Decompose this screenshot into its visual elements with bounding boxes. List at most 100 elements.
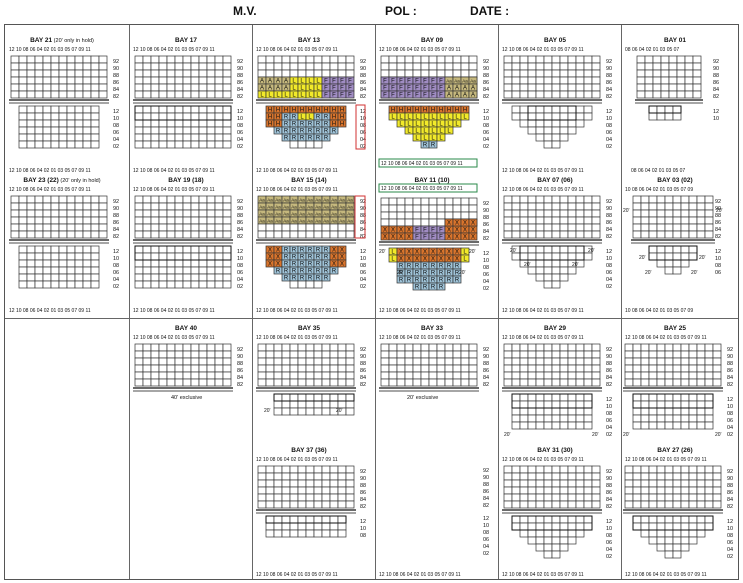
- container-slot[interactable]: [680, 393, 690, 402]
- container-slot[interactable]: [696, 486, 706, 495]
- container-slot[interactable]: [58, 133, 68, 142]
- container-slot[interactable]: [559, 69, 569, 78]
- container-slot[interactable]: [680, 536, 690, 545]
- container-slot[interactable]: [305, 350, 315, 359]
- container-slot[interactable]: [297, 364, 307, 373]
- container-slot[interactable]: [660, 90, 670, 99]
- container-slot[interactable]: [559, 273, 569, 282]
- container-slot[interactable]: [468, 371, 478, 380]
- container-slot[interactable]: [10, 223, 20, 232]
- container-slot[interactable]: [583, 378, 593, 387]
- container-slot[interactable]: [543, 90, 553, 99]
- container-slot[interactable]: [567, 343, 577, 352]
- container-slot[interactable]: [150, 252, 160, 261]
- container-slot[interactable]: [460, 364, 470, 373]
- container-slot[interactable]: [559, 465, 569, 474]
- container-slot[interactable]: [150, 273, 160, 282]
- container-slot[interactable]: [222, 209, 232, 218]
- container-slot[interactable]: [18, 69, 28, 78]
- container-slot[interactable]: [535, 202, 545, 211]
- container-slot[interactable]: [174, 119, 184, 128]
- container-slot[interactable]: [452, 378, 462, 387]
- container-slot[interactable]: [420, 204, 430, 213]
- container-slot[interactable]: [511, 378, 521, 387]
- container-slot[interactable]: [142, 364, 152, 373]
- container-slot[interactable]: [660, 83, 670, 92]
- container-slot[interactable]: [648, 378, 658, 387]
- container-slot[interactable]: [696, 350, 706, 359]
- container-slot[interactable]: [166, 273, 176, 282]
- container-slot[interactable]: [214, 364, 224, 373]
- container-slot[interactable]: [265, 230, 275, 239]
- container-slot[interactable]: [166, 119, 176, 128]
- container-slot[interactable]: [396, 204, 406, 213]
- container-slot[interactable]: [281, 486, 291, 495]
- container-slot[interactable]: [551, 357, 561, 366]
- container-slot[interactable]: [273, 350, 283, 359]
- container-slot[interactable]: [543, 209, 553, 218]
- container-slot[interactable]: [656, 195, 666, 204]
- container-slot[interactable]: [174, 90, 184, 99]
- container-slot[interactable]: [10, 230, 20, 239]
- container-slot[interactable]: [535, 407, 545, 416]
- container-slot[interactable]: [222, 69, 232, 78]
- container-slot[interactable]: [656, 536, 666, 545]
- container-slot[interactable]: [182, 119, 192, 128]
- container-slot[interactable]: [265, 479, 275, 488]
- container-slot[interactable]: [591, 223, 601, 232]
- container-slot[interactable]: [575, 465, 585, 474]
- container-slot[interactable]: [345, 378, 355, 387]
- container-slot[interactable]: [190, 105, 200, 114]
- container-slot[interactable]: [688, 536, 698, 545]
- container-slot[interactable]: [575, 112, 585, 121]
- container-slot[interactable]: [640, 350, 650, 359]
- container-slot[interactable]: [34, 119, 44, 128]
- container-slot[interactable]: [668, 62, 678, 71]
- container-slot[interactable]: [90, 140, 100, 149]
- container-slot[interactable]: [321, 371, 331, 380]
- container-slot[interactable]: [664, 493, 674, 502]
- container-slot[interactable]: [82, 209, 92, 218]
- container-slot[interactable]: [42, 76, 52, 85]
- container-slot[interactable]: [222, 273, 232, 282]
- container-slot[interactable]: [166, 252, 176, 261]
- container-slot[interactable]: [18, 55, 28, 64]
- container-slot[interactable]: [158, 252, 168, 261]
- container-slot[interactable]: [66, 90, 76, 99]
- container-slot[interactable]: [519, 119, 529, 128]
- container-slot[interactable]: [527, 216, 537, 225]
- container-slot[interactable]: [206, 378, 216, 387]
- container-slot[interactable]: [664, 543, 674, 552]
- container-slot[interactable]: [412, 378, 422, 387]
- container-slot[interactable]: [190, 140, 200, 149]
- container-slot[interactable]: [198, 90, 208, 99]
- container-slot[interactable]: [704, 216, 714, 225]
- container-slot[interactable]: [676, 62, 686, 71]
- container-slot[interactable]: [632, 479, 642, 488]
- container-slot[interactable]: [313, 465, 323, 474]
- container-slot[interactable]: [74, 55, 84, 64]
- container-slot[interactable]: [436, 211, 446, 220]
- container-slot[interactable]: [551, 493, 561, 502]
- container-slot[interactable]: [142, 223, 152, 232]
- container-slot[interactable]: [34, 273, 44, 282]
- container-slot[interactable]: [452, 343, 462, 352]
- container-slot[interactable]: [575, 472, 585, 481]
- container-slot[interactable]: [42, 273, 52, 282]
- container-slot[interactable]: [190, 209, 200, 218]
- container-slot[interactable]: [281, 493, 291, 502]
- container-slot[interactable]: [567, 230, 577, 239]
- container-slot[interactable]: [174, 55, 184, 64]
- container-slot[interactable]: [82, 195, 92, 204]
- container-slot[interactable]: [337, 357, 347, 366]
- container-slot[interactable]: [404, 197, 414, 206]
- container-slot[interactable]: [190, 90, 200, 99]
- container-slot[interactable]: [644, 90, 654, 99]
- container-slot[interactable]: [380, 218, 390, 227]
- container-slot[interactable]: [535, 209, 545, 218]
- container-slot[interactable]: [98, 202, 108, 211]
- container-slot[interactable]: [10, 83, 20, 92]
- container-slot[interactable]: [559, 259, 569, 268]
- container-slot[interactable]: [543, 378, 553, 387]
- container-slot[interactable]: [174, 202, 184, 211]
